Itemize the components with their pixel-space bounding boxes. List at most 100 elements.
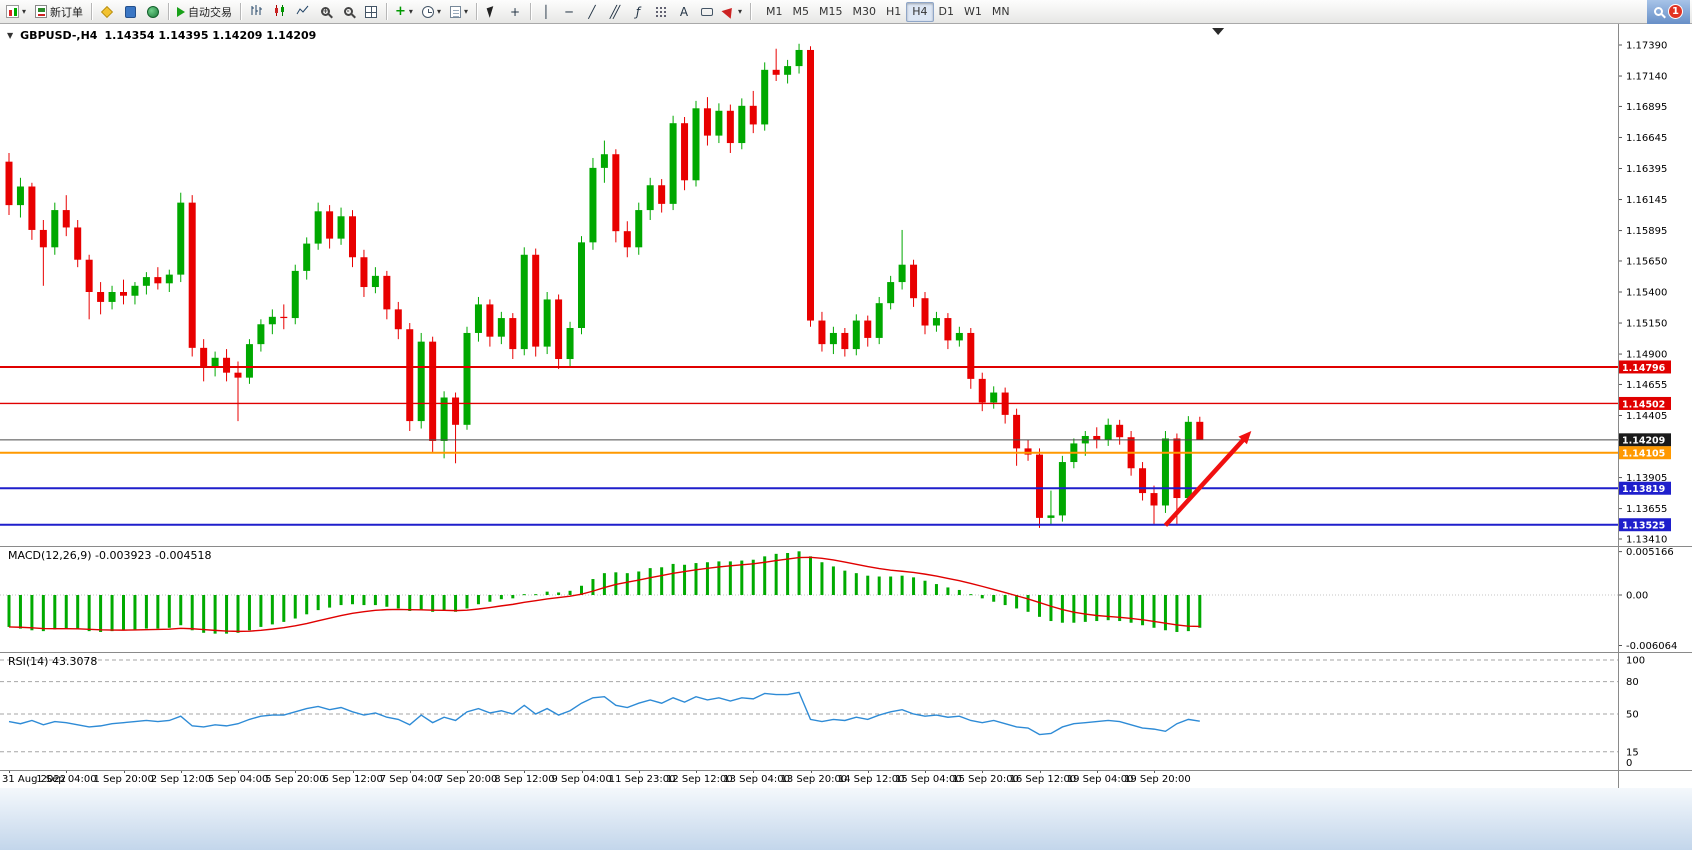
svg-text:1.14405: 1.14405	[1626, 411, 1667, 422]
new-order-button[interactable]: 新订单	[31, 2, 87, 22]
pane-separator	[0, 770, 1692, 771]
text-button[interactable]: A	[673, 2, 695, 22]
time-axis-label: 19 Sep 20:00	[1124, 774, 1191, 785]
time-axis-tick	[524, 770, 526, 773]
time-axis-tick	[9, 770, 10, 773]
time-axis-tick	[352, 770, 354, 773]
toolbar-separator	[168, 3, 170, 20]
macd-canvas[interactable]: 0.005166 0.00 -0.006064	[0, 546, 1692, 652]
scripts-button[interactable]	[119, 2, 141, 22]
indicators-button[interactable]: + ▾	[391, 2, 417, 22]
trendline-button[interactable]: ╱	[581, 2, 603, 22]
timeframe-mn-button[interactable]: MN	[991, 5, 1010, 18]
script-icon	[124, 5, 136, 18]
search-icon[interactable]	[1654, 7, 1663, 16]
price-chart-canvas[interactable]: 1.17390 1.17140 1.16895 1.16645 1.16395 1.161…	[0, 24, 1692, 546]
vertical-line-button[interactable]: │	[535, 2, 557, 22]
expert-advisors-button[interactable]	[96, 2, 118, 22]
price-axis[interactable]	[1618, 24, 1692, 770]
svg-text:1.13819: 1.13819	[1622, 484, 1665, 495]
news-button[interactable]	[142, 2, 164, 22]
line-chart-button[interactable]	[291, 2, 313, 22]
macd-pane[interactable]: MACD(12,26,9) -0.003923 -0.004518 0.0051…	[0, 546, 1692, 652]
time-axis-tick	[66, 770, 68, 773]
timeframe-w1-button[interactable]: W1	[964, 5, 982, 18]
candlestick-chart-button[interactable]	[268, 2, 290, 22]
rsi-label: RSI(14) 43.3078	[8, 655, 98, 668]
channel-button[interactable]: ╱╱	[604, 2, 626, 22]
zoom-in-icon: +	[320, 7, 330, 16]
rsi-canvas[interactable]: 100 80 50 150	[0, 652, 1692, 770]
time-axis-label: 1 Sep 04:00	[36, 774, 97, 785]
grid-icon	[654, 5, 667, 18]
svg-text:1.17390: 1.17390	[1626, 41, 1667, 52]
cursor-button[interactable]	[481, 2, 503, 22]
rsi-pane[interactable]: RSI(14) 43.3078 100 80 50 15 0	[0, 652, 1692, 770]
arrows-button[interactable]: ▾	[719, 2, 746, 22]
svg-text:1.15400: 1.15400	[1626, 287, 1667, 298]
grid-button[interactable]	[650, 2, 672, 22]
text-label-button[interactable]	[696, 2, 718, 22]
bar-chart-button[interactable]	[245, 2, 267, 22]
tile-windows-button[interactable]	[360, 2, 382, 22]
svg-text:1.17140: 1.17140	[1626, 72, 1667, 83]
zoom-in-button[interactable]: +	[314, 2, 336, 22]
svg-text:0: 0	[1626, 758, 1632, 769]
time-axis-tick	[810, 770, 812, 773]
timeframe-d1-button[interactable]: D1	[938, 5, 955, 18]
toolbar-right-corner: 1	[1647, 0, 1690, 24]
label-icon	[700, 7, 713, 16]
pane-separator[interactable]	[0, 652, 1692, 653]
main-chart-pane[interactable]: ▼ GBPUSD-,H4 1.14354 1.14395 1.14209 1.1…	[0, 24, 1692, 546]
timeframe-m1-button[interactable]: M1	[765, 5, 783, 18]
time-axis-label: 1 Sep 20:00	[93, 774, 154, 785]
svg-text:0.00: 0.00	[1626, 591, 1648, 602]
time-axis-label: 9 Sep 04:00	[551, 774, 612, 785]
autotrading-button[interactable]: 自动交易	[173, 2, 236, 22]
svg-text:0.005166: 0.005166	[1626, 547, 1674, 558]
time-axis-label: 12 Sep 12:00	[666, 774, 733, 785]
horizontal-line-button[interactable]: ─	[558, 2, 580, 22]
collapse-icon[interactable]: ▼	[7, 31, 14, 40]
pane-separator[interactable]	[0, 546, 1692, 547]
zoom-out-button[interactable]: -	[337, 2, 359, 22]
time-axis-tick	[696, 770, 697, 773]
fibonacci-button[interactable]: ƒ	[627, 2, 649, 22]
toolbar-separator	[91, 3, 93, 20]
time-axis-label: 2 Sep 12:00	[150, 774, 212, 785]
time-axis-label: 31 Aug 2022	[2, 774, 67, 785]
expert-advisor-icon	[101, 5, 114, 18]
timeframe-m15-button[interactable]: M15	[818, 5, 843, 18]
time-axis-tick	[295, 770, 297, 773]
periods-button[interactable]: ▾	[418, 2, 445, 22]
channel-icon: ╱╱	[609, 4, 621, 19]
crosshair-button[interactable]: +	[504, 2, 526, 22]
time-axis-tick	[238, 770, 239, 773]
svg-text:15: 15	[1626, 747, 1639, 758]
chart-menu-button[interactable]: ▾	[2, 2, 30, 22]
svg-text:1.13525: 1.13525	[1622, 521, 1665, 532]
new-order-icon	[35, 5, 48, 18]
timeframe-h4-button[interactable]: H4	[906, 1, 934, 22]
timeframe-m30-button[interactable]: M30	[852, 5, 876, 18]
svg-text:1.15150: 1.15150	[1626, 319, 1667, 330]
timeframe-h1-button[interactable]: H1	[885, 5, 902, 18]
chart-title: ▼ GBPUSD-,H4 1.14354 1.14395 1.14209 1.1…	[7, 29, 316, 42]
play-icon	[177, 6, 186, 17]
svg-text:50: 50	[1626, 710, 1639, 721]
time-axis-tick	[638, 770, 640, 773]
svg-text:1.15650: 1.15650	[1626, 256, 1667, 267]
chevron-down-icon: ▾	[22, 7, 27, 16]
globe-icon	[147, 5, 160, 18]
timeframe-m5-button[interactable]: M5	[792, 5, 809, 18]
timeframe-buttons: M1 M5 M15 M30 H1 H4 D1 W1 MN	[761, 1, 1015, 22]
templates-button[interactable]: ▾	[446, 2, 472, 22]
time-axis-tick	[180, 770, 182, 773]
time-axis-tick	[1039, 770, 1041, 773]
svg-text:1.13655: 1.13655	[1626, 504, 1667, 515]
tile-windows-icon	[365, 5, 378, 18]
notification-badge[interactable]: 1	[1668, 4, 1683, 19]
svg-text:1.14105: 1.14105	[1622, 449, 1665, 460]
arrow-icon	[721, 4, 737, 19]
time-axis[interactable]: 31 Aug 2022 1 Sep 04:00 1 Sep 20:00 2 Sep 1…	[0, 770, 1692, 788]
